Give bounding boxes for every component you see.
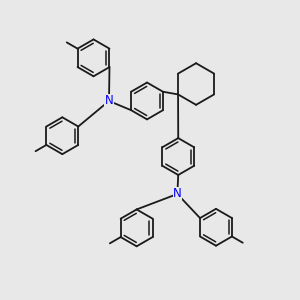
Text: N: N: [173, 188, 182, 200]
Text: N: N: [105, 94, 113, 107]
